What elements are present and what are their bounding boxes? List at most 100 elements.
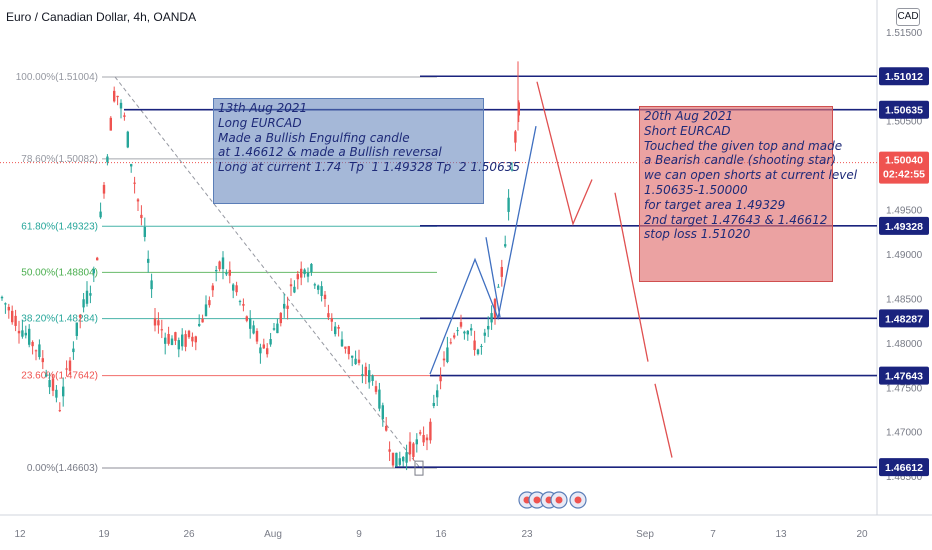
candle-body — [432, 402, 435, 407]
candle-body — [102, 184, 106, 194]
candle-body — [143, 227, 146, 237]
y-tick-label: 1.47500 — [886, 383, 923, 394]
candle-body — [493, 298, 497, 318]
candle-body — [470, 328, 473, 331]
candle-body — [357, 359, 361, 363]
candle-body — [85, 290, 89, 304]
candle-body — [490, 313, 493, 323]
level-price-badge — [879, 366, 929, 385]
candle-body — [272, 328, 276, 330]
candle-body — [21, 330, 24, 337]
candle-body — [136, 199, 140, 202]
candle-body — [456, 330, 459, 332]
candle-body — [507, 197, 510, 212]
candle-body — [82, 299, 85, 308]
candle-body — [147, 258, 150, 263]
candle-body — [405, 452, 408, 463]
candle-body — [140, 214, 143, 219]
candle-body — [344, 346, 347, 349]
x-tick-label: 19 — [98, 529, 110, 540]
candle-body — [449, 342, 452, 344]
candle-body — [504, 244, 507, 247]
candle-body — [374, 386, 378, 392]
level-price-label: 1.50635 — [885, 105, 923, 117]
candle-body — [276, 323, 279, 334]
candle-body — [242, 304, 245, 306]
level-price-badge — [879, 309, 929, 328]
candle-body — [28, 328, 31, 345]
candle-body — [184, 334, 187, 347]
candle-body — [398, 458, 401, 465]
candle-body — [48, 380, 51, 388]
candle-body — [466, 330, 469, 335]
candle-body — [99, 211, 102, 218]
short-annotation[interactable]: 20th Aug 2021 Short EURCAD Touched the g… — [639, 106, 857, 282]
candle-body — [191, 336, 194, 342]
low-marker-box — [414, 460, 424, 476]
candle-body — [7, 306, 10, 311]
long-annotation[interactable]: 13th Aug 2021 Long EURCAD Made a Bullish… — [213, 98, 520, 204]
candle-body — [517, 102, 520, 116]
blue-projection-path — [429, 126, 537, 375]
candle-body — [201, 318, 204, 323]
candle-body — [337, 326, 340, 329]
y-tick-label: 1.49500 — [886, 206, 923, 217]
candle-body — [106, 156, 109, 163]
candle-body — [225, 272, 228, 275]
level-price-label: 1.48287 — [885, 313, 923, 325]
candle-body — [306, 272, 310, 277]
candle-body — [286, 305, 289, 309]
currency-button[interactable]: CAD — [896, 8, 920, 26]
candle-body — [11, 310, 14, 323]
y-tick-label: 1.49000 — [886, 250, 923, 261]
x-tick-label: 7 — [710, 529, 716, 540]
candle-body — [340, 339, 344, 347]
candle-body — [130, 164, 133, 167]
candle-body — [378, 389, 381, 409]
candle-body — [354, 358, 357, 365]
candle-body — [429, 421, 432, 441]
candle-body — [0, 296, 4, 299]
y-tick-label: 1.48000 — [886, 339, 923, 350]
candle-body — [4, 303, 7, 305]
fib-level-label: 23.60%(1.47642) — [21, 371, 98, 382]
candle-body — [310, 263, 313, 273]
candle-body — [259, 347, 262, 354]
fib-level-label: 78.60%(1.50082) — [21, 154, 98, 165]
level-price-badge — [879, 216, 929, 235]
candle-body — [510, 169, 514, 171]
candle-body — [181, 334, 184, 347]
candle-body — [133, 182, 136, 184]
candle-body — [41, 358, 44, 363]
x-tick-label: 9 — [356, 529, 362, 540]
candle-body — [388, 449, 391, 452]
candle-body — [446, 347, 449, 363]
candle-body — [218, 261, 221, 270]
x-tick-label: Aug — [264, 529, 282, 540]
x-tick-label: 20 — [856, 529, 868, 540]
candle-body — [89, 293, 92, 296]
candle-body — [262, 344, 265, 349]
candle-body — [361, 374, 364, 376]
candle-body — [347, 346, 350, 355]
y-tick-label: 1.46500 — [886, 472, 923, 483]
candle-body — [300, 268, 303, 278]
candle-body — [514, 131, 517, 143]
x-tick-label: 12 — [14, 529, 26, 540]
candle-body — [419, 432, 422, 434]
candle-body — [442, 358, 446, 361]
candle-body — [113, 90, 116, 102]
candle-body — [38, 344, 41, 358]
y-tick-label: 1.48500 — [886, 294, 923, 305]
candle-body — [368, 370, 371, 383]
x-tick-label: 13 — [775, 529, 787, 540]
candle-body — [408, 441, 412, 455]
candle-body — [238, 301, 242, 303]
candle-body — [463, 331, 466, 334]
candle-body — [58, 410, 61, 412]
candle-body — [153, 318, 157, 326]
candle-body — [79, 314, 82, 318]
candle-body — [453, 335, 456, 338]
candle-body — [473, 340, 476, 351]
